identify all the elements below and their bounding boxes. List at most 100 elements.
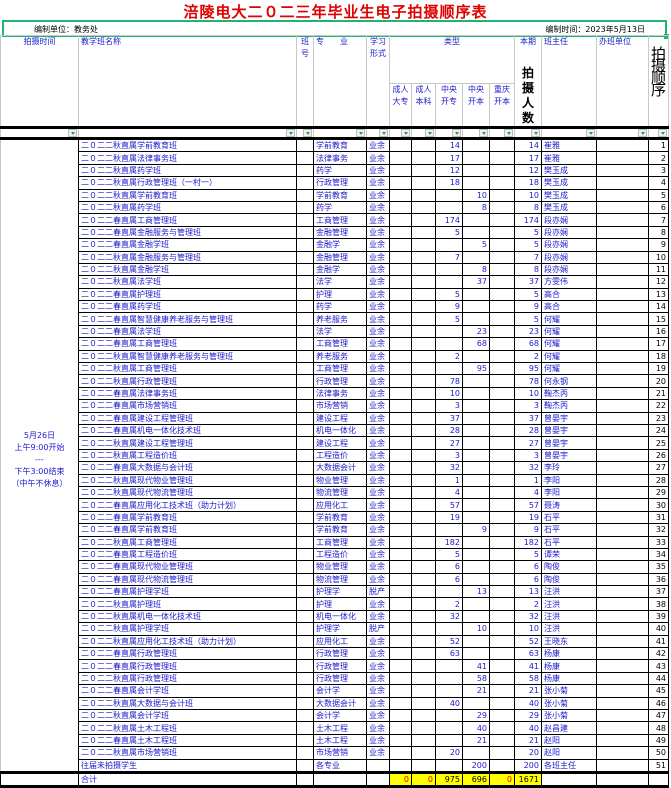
- central-college-cell[interactable]: 20: [435, 746, 463, 760]
- filter-dropdown-icon[interactable]: [68, 130, 77, 136]
- central-college-cell[interactable]: 40: [435, 696, 463, 710]
- photo-count-cell[interactable]: 27: [514, 436, 542, 450]
- table-row[interactable]: 二０二二秋直属学前教育班 学前教育 业余 10 10 樊玉成 5: [1, 188, 670, 202]
- teacher-cell[interactable]: 段亦娴: [541, 250, 597, 264]
- teacher-cell[interactable]: 崔雅: [541, 137, 597, 153]
- unit-cell[interactable]: [596, 547, 649, 562]
- class-major-cell[interactable]: 应用化工: [313, 498, 367, 512]
- class-no-cell[interactable]: [296, 188, 314, 202]
- central-bachelor-cell[interactable]: 13: [462, 585, 490, 599]
- order-cell[interactable]: 1: [647, 137, 670, 153]
- class-name-cell[interactable]: 二０二二春直属护理班: [78, 287, 297, 302]
- teacher-cell[interactable]: 各班主任: [541, 758, 597, 773]
- photo-count-cell[interactable]: 182: [514, 535, 542, 549]
- class-name-cell[interactable]: 二０二二春直属学前教育班: [78, 523, 297, 537]
- adult-bachelor-cell[interactable]: [411, 572, 436, 587]
- adult-bachelor-cell[interactable]: [411, 535, 436, 549]
- table-row[interactable]: 5月26日 上午9:00开始 --- 下午3:00结束 （中午不休息） 二０二二秋直属学前…: [0, 137, 670, 773]
- order-cell[interactable]: 12: [647, 275, 670, 289]
- adult-college-cell[interactable]: [389, 498, 412, 512]
- order-cell[interactable]: 46: [647, 696, 670, 710]
- chongqing-bachelor-cell[interactable]: [489, 151, 515, 165]
- central-college-cell[interactable]: [435, 721, 463, 735]
- class-name-cell[interactable]: 二０二二秋直属法律事务班: [78, 151, 297, 165]
- table-row[interactable]: 二０二二秋直属智慧健康养老服务与管理班 养老服务 业余 2 2 何耀 18: [1, 349, 670, 364]
- teacher-cell[interactable]: 李阳: [541, 485, 597, 500]
- teacher-cell[interactable]: 樊玉成: [541, 176, 597, 190]
- adult-college-cell[interactable]: [389, 708, 412, 723]
- class-name-cell[interactable]: 二０二二春直属行政管理班: [78, 646, 297, 661]
- chongqing-bachelor-cell[interactable]: [489, 337, 515, 351]
- teacher-cell[interactable]: 何耀: [541, 312, 597, 326]
- adult-college-cell[interactable]: [389, 696, 412, 710]
- study-form-cell[interactable]: 脱产: [366, 585, 390, 599]
- class-no-cell[interactable]: [296, 708, 314, 723]
- chongqing-bachelor-cell[interactable]: [489, 671, 515, 686]
- class-major-cell[interactable]: 土木工程: [313, 733, 367, 748]
- order-cell[interactable]: 18: [647, 349, 670, 364]
- class-no-cell[interactable]: [296, 622, 314, 636]
- teacher-cell[interactable]: 汪洪: [541, 622, 597, 636]
- adult-bachelor-cell[interactable]: [411, 399, 436, 413]
- teacher-cell[interactable]: 杨康: [541, 646, 597, 661]
- chongqing-bachelor-cell[interactable]: [489, 225, 515, 240]
- study-form-cell[interactable]: 业余: [366, 225, 390, 240]
- central-college-cell[interactable]: 6: [435, 572, 463, 587]
- teacher-cell[interactable]: 张小菊: [541, 684, 597, 698]
- class-no-cell[interactable]: [296, 572, 314, 587]
- total-value-cell[interactable]: 0: [489, 770, 515, 788]
- adult-college-cell[interactable]: [389, 225, 412, 240]
- class-no-cell[interactable]: [296, 535, 314, 549]
- central-bachelor-cell[interactable]: 8: [462, 200, 490, 215]
- class-major-cell[interactable]: 机电一体化: [313, 423, 367, 438]
- adult-college-cell[interactable]: [389, 163, 412, 178]
- class-name-cell[interactable]: 二０二二秋直属应用化工技术班（助力计划）: [78, 634, 297, 649]
- adult-college-cell[interactable]: [389, 324, 412, 339]
- class-name-cell[interactable]: 二０二二秋直属土木工程班: [78, 721, 297, 735]
- unit-cell[interactable]: [596, 399, 649, 413]
- table-row[interactable]: 二０二二秋直属行政管理班（一村一） 行政管理 业余 18 18 樊玉成 4: [1, 176, 670, 190]
- study-form-cell[interactable]: 业余: [366, 200, 390, 215]
- adult-bachelor-cell[interactable]: [411, 485, 436, 500]
- central-bachelor-cell[interactable]: [462, 746, 490, 760]
- study-form-cell[interactable]: 业余: [366, 684, 390, 698]
- photo-count-cell[interactable]: 10: [514, 622, 542, 636]
- total-study-form-cell[interactable]: [366, 770, 390, 788]
- central-college-cell[interactable]: 78: [435, 374, 463, 388]
- adult-college-cell[interactable]: [389, 275, 412, 289]
- class-name-cell[interactable]: 二０二二秋直属市场营销班: [78, 746, 297, 760]
- order-cell[interactable]: 45: [647, 684, 670, 698]
- teacher-cell[interactable]: 何耀: [541, 324, 597, 339]
- class-major-cell[interactable]: 学前教育: [313, 137, 367, 153]
- total-class-no-cell[interactable]: [296, 770, 314, 788]
- central-bachelor-cell[interactable]: [462, 560, 490, 574]
- adult-bachelor-cell[interactable]: [411, 597, 436, 611]
- central-college-cell[interactable]: 174: [435, 213, 463, 227]
- chongqing-bachelor-cell[interactable]: [489, 708, 515, 723]
- class-no-cell[interactable]: [296, 213, 314, 227]
- class-major-cell[interactable]: 学前教育: [313, 510, 367, 525]
- adult-bachelor-cell[interactable]: [411, 461, 436, 475]
- class-major-cell[interactable]: 工商管理: [313, 535, 367, 549]
- table-row[interactable]: 二０二二春直属学前教育班 学前教育 业余 9 9 石平 32: [1, 523, 670, 537]
- class-no-cell[interactable]: [296, 746, 314, 760]
- unit-cell[interactable]: [596, 448, 649, 463]
- table-row[interactable]: 二０二二秋直属应用化工技术班（助力计划） 应用化工 业余 52 52 王晓东 41: [1, 634, 670, 649]
- central-college-cell[interactable]: 182: [435, 535, 463, 549]
- class-major-cell[interactable]: 市场营销: [313, 399, 367, 413]
- table-row[interactable]: 二０二二春直属大数据与会计班 大数据会计 业余 32 32 李玲 27: [1, 461, 670, 475]
- adult-college-cell[interactable]: [389, 213, 412, 227]
- central-bachelor-cell[interactable]: [462, 423, 490, 438]
- central-college-cell[interactable]: [435, 262, 463, 277]
- table-row[interactable]: 往届未拍摄学生 各专业 200 200 各班主任 51: [1, 758, 670, 773]
- class-name-cell[interactable]: 二０二二秋直属智慧健康养老服务与管理班: [78, 349, 297, 364]
- teacher-cell[interactable]: 陶俊: [541, 572, 597, 587]
- study-form-cell[interactable]: 业余: [366, 721, 390, 735]
- central-college-cell[interactable]: [435, 684, 463, 698]
- photo-count-cell[interactable]: 5: [514, 287, 542, 302]
- order-cell[interactable]: 11: [647, 262, 670, 277]
- study-form-cell[interactable]: 业余: [366, 436, 390, 450]
- unit-cell[interactable]: [596, 461, 649, 475]
- order-cell[interactable]: 4: [647, 176, 670, 190]
- central-college-cell[interactable]: 14: [435, 137, 463, 153]
